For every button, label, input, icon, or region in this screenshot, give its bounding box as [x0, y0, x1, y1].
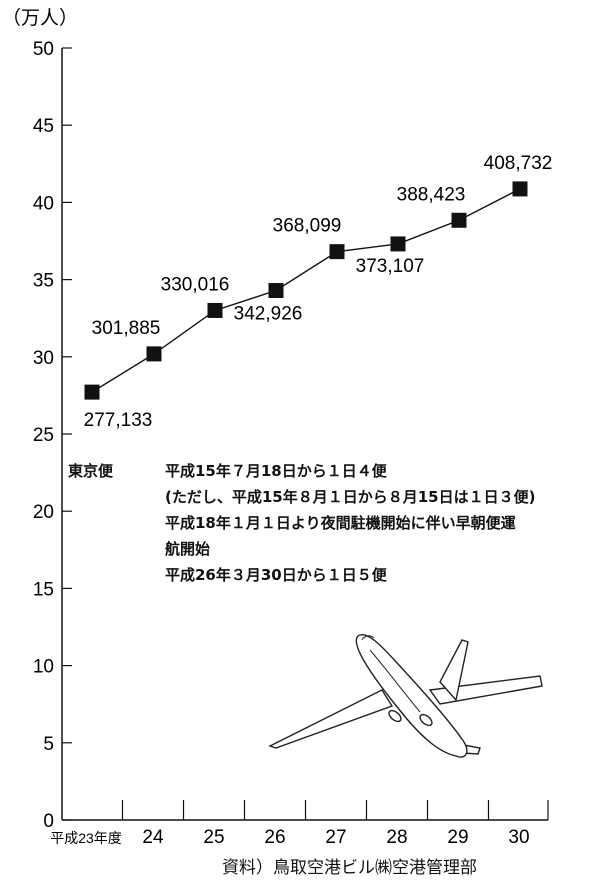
data-point-marker [512, 181, 528, 197]
x-tick-label: 26 [264, 827, 285, 848]
y-tick-label: 5 [43, 734, 54, 755]
y-tick-label: 40 [33, 193, 54, 214]
y-axis-label: （万人） [2, 7, 78, 29]
note-line: (ただし、平成15年８月１日から８月15日は１日３便) [165, 488, 536, 506]
data-point-marker [451, 212, 467, 228]
y-ticks: 0 5 10 15 20 25 30 35 40 45 50 [33, 39, 72, 832]
y-tick-label: 20 [33, 502, 54, 523]
x-tick-label: 24 [142, 827, 164, 848]
data-point-marker [84, 384, 100, 400]
data-label: 330,016 [161, 274, 230, 295]
y-tick-label: 30 [33, 348, 54, 369]
note-heading: 東京便 [68, 462, 114, 480]
x-tick-label: 28 [386, 827, 407, 848]
data-point-marker [390, 236, 406, 252]
series-line [91, 188, 521, 393]
note-line: 平成15年７月18日から１日４便 [165, 462, 387, 480]
axes [61, 48, 548, 821]
data-point-marker [207, 302, 223, 318]
y-tick-label: 0 [43, 811, 54, 832]
y-tick-label: 10 [33, 657, 54, 678]
note-line: 平成26年３月30日から１日５便 [165, 566, 387, 584]
data-label: 277,133 [84, 410, 153, 431]
y-tick-label: 15 [33, 579, 54, 600]
x-tick-label: 平成23年度 [50, 830, 122, 846]
x-ticks: 平成23年度 24 25 26 27 28 29 30 [50, 800, 549, 848]
note-line: 航開始 [165, 540, 211, 558]
data-label: 368,099 [273, 216, 342, 237]
data-label: 408,732 [484, 153, 553, 174]
y-tick-label: 50 [33, 39, 54, 60]
y-tick-label: 45 [33, 116, 54, 137]
data-point-marker [329, 244, 345, 260]
source-note: 資料）鳥取空港ビル㈱空港管理部 [222, 858, 477, 878]
data-point-marker [146, 346, 162, 362]
y-tick-label: 35 [33, 271, 54, 292]
data-label: 342,926 [234, 304, 303, 325]
x-tick-label: 29 [447, 827, 468, 848]
data-point-marker [268, 283, 284, 299]
x-tick-label: 27 [325, 827, 346, 848]
x-tick-label: 30 [508, 827, 529, 848]
data-label: 373,107 [356, 256, 425, 277]
y-tick-label: 25 [33, 425, 54, 446]
x-tick-label: 25 [203, 827, 224, 848]
data-label: 388,423 [397, 184, 466, 205]
markers [84, 181, 528, 400]
note-line: 平成18年１月１日より夜間駐機開始に伴い早朝便運 [165, 514, 516, 532]
data-label: 301,885 [92, 318, 161, 339]
airplane-icon [268, 633, 543, 758]
